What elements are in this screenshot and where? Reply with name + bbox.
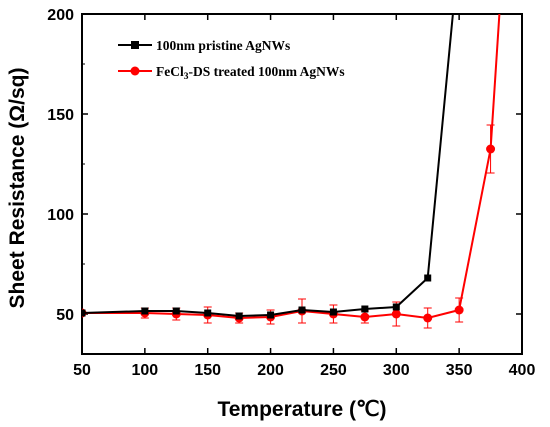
y-tick-label: 150	[47, 107, 74, 124]
y-tick-label: 200	[47, 7, 74, 24]
y-tick-label: 50	[56, 307, 74, 324]
legend-marker-treated	[130, 66, 140, 76]
legend-label-treated: FeCl3-DS treated 100nm AgNWs	[156, 64, 345, 82]
y-tick-label: 100	[47, 207, 74, 224]
legend: 100nm pristine AgNWs FeCl3-DS treated 10…	[118, 38, 345, 82]
x-tick-label: 400	[509, 362, 536, 379]
x-tick-label: 350	[446, 362, 473, 379]
y-axis-title: Sheet Resistance (Ω/sq)	[6, 68, 29, 309]
x-tick-label: 200	[257, 362, 284, 379]
series-layer	[82, 14, 501, 329]
y-axis-ticks: 50 100 150 200	[47, 7, 522, 324]
data-point	[141, 307, 149, 315]
data-point	[454, 305, 464, 315]
legend-label-pristine: 100nm pristine AgNWs	[156, 38, 290, 53]
data-point	[82, 309, 86, 317]
data-point	[298, 306, 306, 314]
data-point	[360, 312, 370, 322]
x-tick-label: 50	[73, 362, 91, 379]
data-point	[391, 309, 401, 319]
x-tick-label: 300	[383, 362, 410, 379]
plot-area: 50 100 150 200 50 100 150 200 250 300 350 400	[47, 7, 535, 379]
series-line	[82, 14, 501, 320]
data-point	[423, 313, 433, 323]
data-point	[329, 308, 337, 316]
data-point	[172, 307, 180, 315]
x-tick-label: 100	[132, 362, 159, 379]
data-point	[424, 274, 432, 282]
data-point	[361, 305, 369, 313]
x-tick-label: 250	[320, 362, 347, 379]
plot-frame	[81, 13, 523, 355]
data-point	[486, 144, 496, 154]
data-point	[204, 309, 212, 317]
series-line	[82, 14, 454, 318]
x-axis-ticks: 50 100 150 200 250 300 350 400	[73, 14, 535, 379]
legend-marker-pristine	[131, 41, 139, 49]
x-axis-title: Temperature (℃)	[217, 398, 386, 421]
series-treated	[82, 14, 501, 329]
data-point	[392, 303, 400, 311]
data-point	[267, 311, 275, 319]
x-tick-label: 150	[194, 362, 221, 379]
series-pristine	[82, 14, 454, 320]
data-point	[235, 312, 243, 320]
